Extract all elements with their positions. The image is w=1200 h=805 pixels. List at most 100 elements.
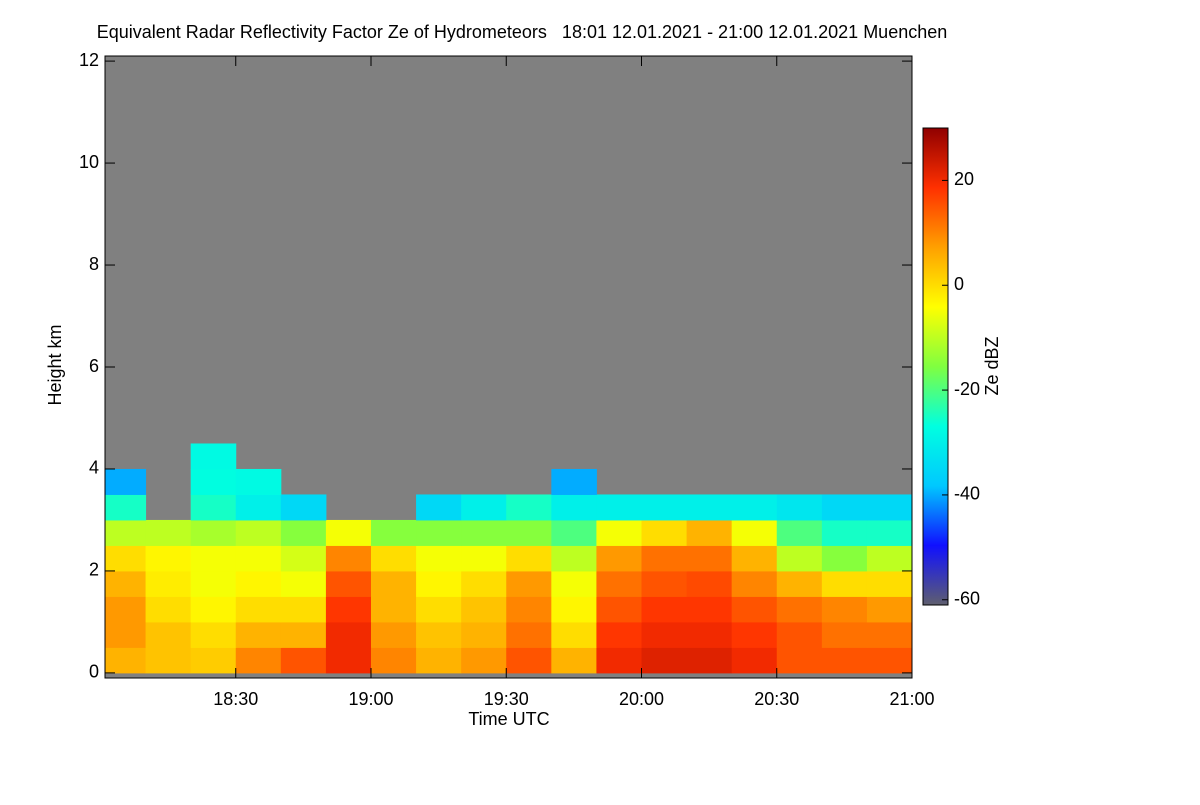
heatmap-cell xyxy=(105,494,147,521)
heatmap-cell xyxy=(506,494,552,521)
heatmap-cell xyxy=(280,545,327,572)
colorbar-tick-label: -20 xyxy=(954,379,980,399)
heatmap-cell xyxy=(461,545,507,572)
heatmap-cell xyxy=(506,570,552,597)
heatmap-cell xyxy=(641,519,688,546)
heatmap-cell xyxy=(686,519,733,546)
heatmap-cell xyxy=(280,621,327,648)
heatmap-cell xyxy=(235,545,282,572)
heatmap-cell xyxy=(235,621,282,648)
heatmap-cell xyxy=(686,570,733,597)
y-tick-label: 12 xyxy=(79,50,99,70)
heatmap-cell xyxy=(641,596,688,623)
heatmap-cell xyxy=(551,621,597,648)
heatmap-cell xyxy=(370,596,417,623)
heatmap-cell xyxy=(461,494,507,521)
heatmap-cell xyxy=(370,545,417,572)
y-tick-label: 8 xyxy=(89,254,99,274)
heatmap-cell xyxy=(596,647,642,674)
colorbar-tick-label: 0 xyxy=(954,274,964,294)
heatmap-cell xyxy=(641,545,688,572)
heatmap-cell xyxy=(190,545,237,572)
heatmap-cell xyxy=(551,494,597,521)
heatmap-cell xyxy=(190,621,237,648)
heatmap-cell xyxy=(776,621,823,648)
heatmap-cell xyxy=(596,519,642,546)
heatmap-cell xyxy=(506,545,552,572)
heatmap-cell xyxy=(731,596,778,623)
heatmap-cell xyxy=(776,519,823,546)
heatmap-cell xyxy=(821,494,868,521)
heatmap-cell xyxy=(596,621,642,648)
heatmap-cell xyxy=(105,468,147,495)
heatmap-cell xyxy=(145,519,192,546)
heatmap-cell xyxy=(506,519,552,546)
heatmap-cell xyxy=(731,494,778,521)
x-tick-label: 20:00 xyxy=(619,689,664,709)
heatmap-cell xyxy=(686,647,733,674)
heatmap-cell xyxy=(105,545,147,572)
y-tick-label: 4 xyxy=(89,458,99,478)
heatmap-cell xyxy=(105,596,147,623)
heatmap-cell xyxy=(596,596,642,623)
heatmap-cell xyxy=(145,545,192,572)
heatmap-cell xyxy=(866,596,913,623)
heatmap-cell xyxy=(416,647,462,674)
heatmap-cell xyxy=(461,647,507,674)
heatmap-cell xyxy=(280,570,327,597)
colorbar-tick-label: 20 xyxy=(954,169,974,189)
heatmap-cell xyxy=(416,519,462,546)
heatmap-cell xyxy=(235,519,282,546)
heatmap-cell xyxy=(235,596,282,623)
heatmap-cell xyxy=(280,647,327,674)
heatmap-cell xyxy=(235,468,282,495)
heatmap-cell xyxy=(105,647,147,674)
heatmap-cell xyxy=(731,545,778,572)
colorbar-tick-label: -60 xyxy=(954,589,980,609)
heatmap-cell xyxy=(370,647,417,674)
heatmap-cell xyxy=(731,621,778,648)
heatmap-cell xyxy=(731,519,778,546)
colorbar-label: Ze dBZ xyxy=(982,336,1002,395)
heatmap-cell xyxy=(866,494,913,521)
heatmap-cell xyxy=(461,570,507,597)
heatmap-cell xyxy=(821,570,868,597)
heatmap-cell xyxy=(325,596,372,623)
heatmap-cell xyxy=(145,621,192,648)
heatmap-cell xyxy=(551,570,597,597)
heatmap-cell xyxy=(325,519,372,546)
heatmap-cell xyxy=(190,570,237,597)
heatmap-cell xyxy=(190,468,237,495)
heatmap-cell xyxy=(776,494,823,521)
heatmap-cell xyxy=(461,596,507,623)
heatmap-cell xyxy=(641,570,688,597)
heatmap-cell xyxy=(641,621,688,648)
heatmap-cell xyxy=(190,519,237,546)
heatmap-cell xyxy=(821,519,868,546)
heatmap-cell xyxy=(370,621,417,648)
heatmap-cell xyxy=(866,545,913,572)
heatmap-cell xyxy=(596,545,642,572)
y-tick-label: 6 xyxy=(89,356,99,376)
x-tick-label: 18:30 xyxy=(213,689,258,709)
heatmap-cell xyxy=(370,519,417,546)
heatmap-cell xyxy=(190,647,237,674)
heatmap-cell xyxy=(235,647,282,674)
heatmap-cell xyxy=(551,519,597,546)
colorbar xyxy=(922,127,949,606)
y-axis-label: Height km xyxy=(45,324,65,405)
heatmap-cell xyxy=(461,621,507,648)
heatmap-cell xyxy=(821,596,868,623)
heatmap-cell xyxy=(821,545,868,572)
heatmap-cell xyxy=(686,596,733,623)
heatmap-cell xyxy=(506,596,552,623)
heatmap-cell xyxy=(686,621,733,648)
heatmap-cell xyxy=(731,570,778,597)
heatmap-cell xyxy=(731,647,778,674)
heatmap-cell xyxy=(325,545,372,572)
heatmap-cell xyxy=(551,647,597,674)
heatmap-cell xyxy=(190,494,237,521)
heatmap-cell xyxy=(416,621,462,648)
heatmap-cell xyxy=(105,570,147,597)
heatmap-cell xyxy=(596,494,642,521)
